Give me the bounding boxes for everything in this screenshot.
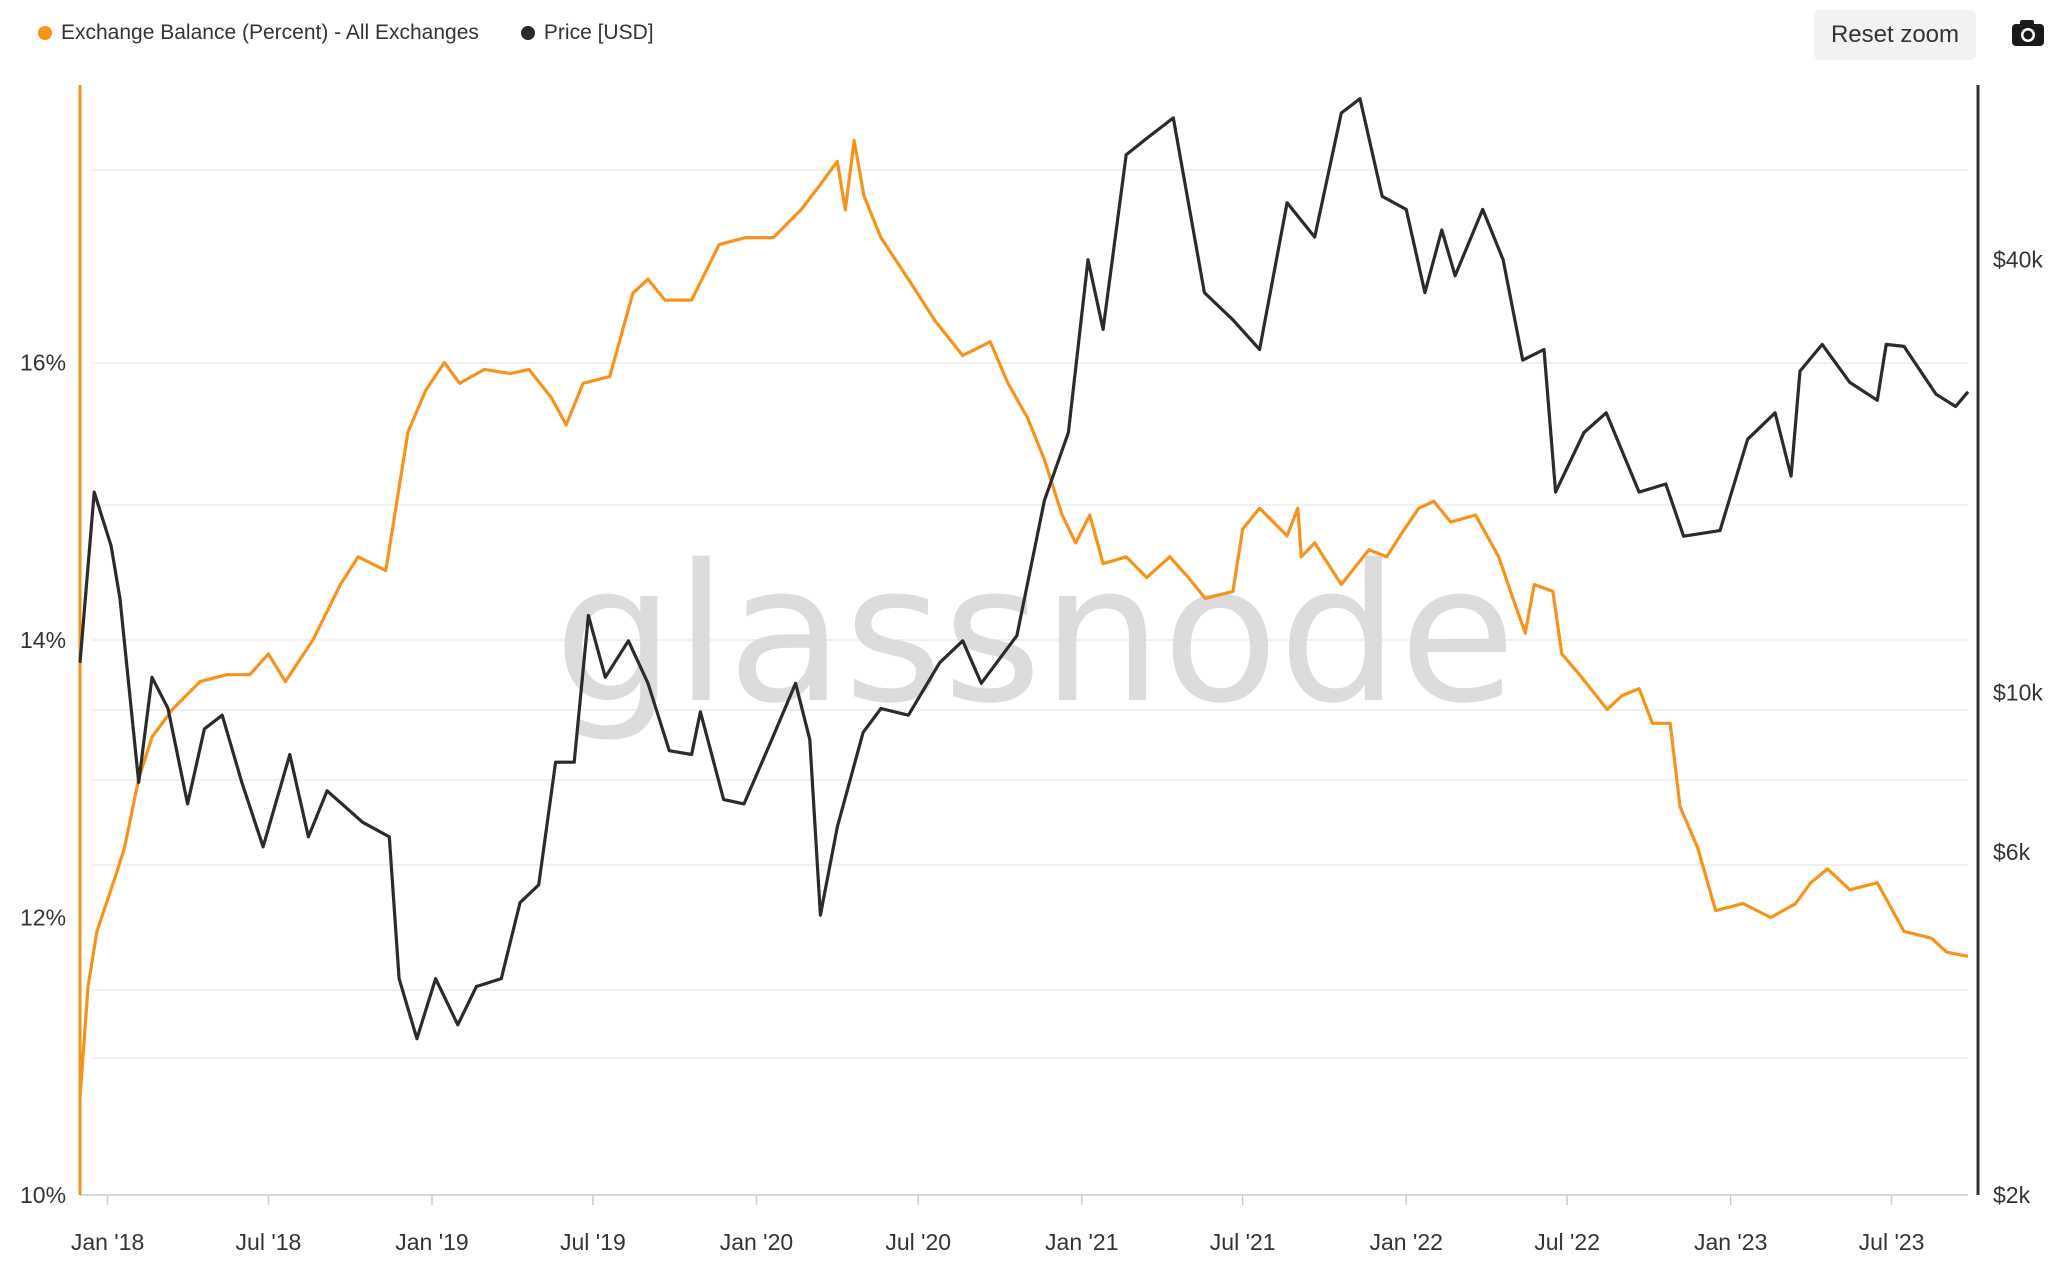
y-right-tick-label: $6k — [1993, 839, 2031, 865]
legend-item-exchange-balance[interactable]: Exchange Balance (Percent) - All Exchang… — [38, 21, 479, 45]
legend-dot-orange — [38, 26, 52, 40]
chart-legend: Exchange Balance (Percent) - All Exchang… — [38, 18, 654, 48]
x-tick-label: Jan '19 — [395, 1229, 468, 1255]
x-tick-label: Jan '20 — [720, 1229, 793, 1255]
legend-label-price: Price [USD] — [543, 21, 654, 44]
watermark-text: glassnode — [554, 524, 1516, 745]
x-tick-label: Jan '21 — [1045, 1229, 1118, 1255]
x-tick-label: Jul '22 — [1534, 1229, 1600, 1255]
y-left-tick-label: 12% — [20, 905, 66, 931]
reset-zoom-button[interactable]: Reset zoom — [1814, 10, 1976, 60]
price-line — [78, 97, 1970, 1041]
x-tick-label: Jul '20 — [885, 1229, 951, 1255]
legend-item-price[interactable]: Price [USD] — [520, 21, 654, 45]
x-tick-label: Jul '19 — [560, 1229, 626, 1255]
x-tick-label: Jul '18 — [236, 1229, 302, 1255]
y-left-tick-label: 10% — [20, 1182, 66, 1208]
x-tick-label: Jan '18 — [71, 1229, 144, 1255]
exchange-balance-line — [78, 138, 1969, 1099]
series-layer — [78, 97, 1970, 1099]
x-tick-label: Jan '23 — [1694, 1229, 1767, 1255]
grid-layer — [80, 169, 1968, 1196]
legend-dot-black — [520, 26, 535, 40]
legend-label-exchange-balance: Exchange Balance (Percent) - All Exchang… — [61, 21, 479, 44]
x-tick-label: Jul '23 — [1859, 1229, 1925, 1255]
y-right-tick-label: $2k — [1993, 1182, 2031, 1208]
y-left-tick-label: 16% — [20, 350, 66, 376]
camera-icon[interactable] — [2006, 14, 2050, 54]
x-tick-label: Jan '22 — [1369, 1229, 1442, 1255]
axis-layer: Jan '18 Jul '18 Jan '19 Jul '19 Jan '20 Jul '… — [20, 85, 2043, 1255]
y-right-tick-label: $10k — [1993, 680, 2043, 706]
x-tick-label: Jul '21 — [1210, 1229, 1276, 1255]
y-right-tick-label: $40k — [1993, 247, 2043, 273]
y-left-tick-label: 14% — [20, 627, 66, 653]
